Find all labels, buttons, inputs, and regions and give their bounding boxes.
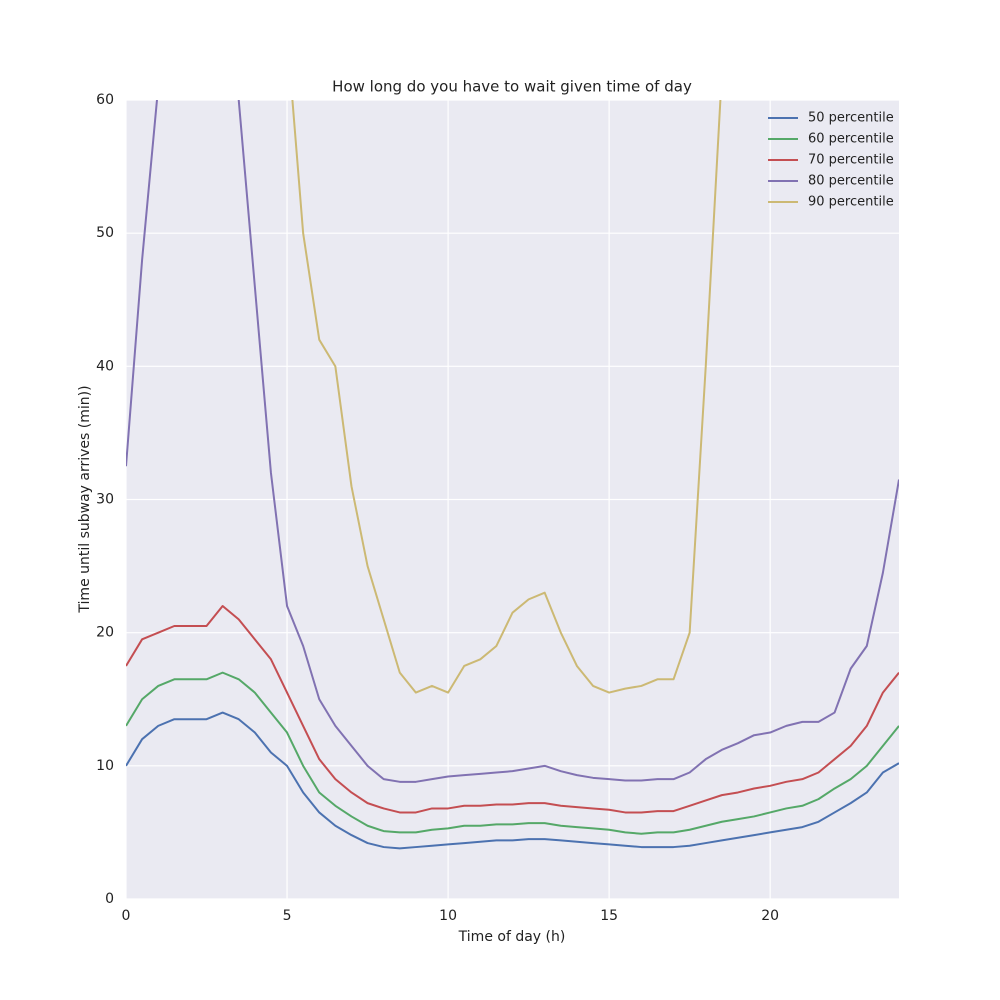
series-line (291, 100, 722, 694)
x-axis-label: Time of day (h) (458, 929, 566, 945)
chart-title: How long do you have to wait given time … (332, 78, 692, 96)
x-tick-label: 0 (122, 908, 131, 924)
series-line (126, 671, 899, 835)
y-tick-label: 60 (96, 92, 114, 108)
y-axis-label: Time until subway arrives (min)) (77, 385, 93, 613)
x-tick-label: 10 (439, 908, 457, 924)
series-line (126, 100, 899, 783)
legend-label: 50 percentile (808, 111, 894, 126)
y-tick-label: 10 (96, 758, 114, 774)
x-tick-label: 20 (761, 908, 779, 924)
y-tick-label: 30 (96, 492, 114, 508)
y-tick-label: 20 (96, 625, 114, 641)
series-line (126, 711, 899, 850)
y-tick-label: 50 (96, 225, 114, 241)
legend-label: 90 percentile (808, 195, 894, 210)
y-tick-label: 40 (96, 358, 114, 374)
legend-label: 70 percentile (808, 153, 894, 168)
x-tick-label: 5 (283, 908, 292, 924)
series-line (126, 605, 899, 814)
legend-label: 80 percentile (808, 174, 894, 189)
legend-label: 60 percentile (808, 132, 894, 147)
x-tick-label: 15 (600, 908, 618, 924)
y-tick-label: 0 (105, 891, 114, 907)
